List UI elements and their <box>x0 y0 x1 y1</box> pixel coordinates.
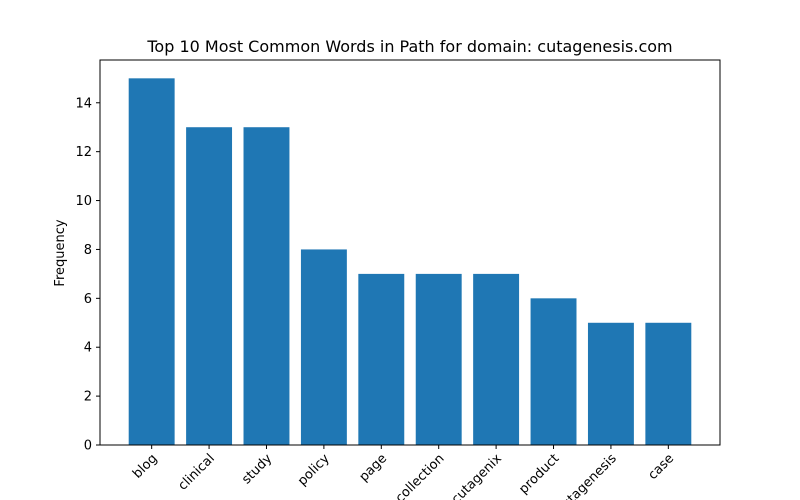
bars-group <box>128 78 692 445</box>
bar-collection <box>415 273 462 445</box>
y-axis-ticks: 0 2 4 6 8 10 12 14 <box>75 96 100 454</box>
y-tick-label: 10 <box>75 194 92 209</box>
bar-page <box>358 273 405 445</box>
y-tick-label: 2 <box>84 390 92 405</box>
bar-product <box>530 298 577 445</box>
bar-cutagenix <box>473 273 520 445</box>
chart-title: Top 10 Most Common Words in Path for dom… <box>146 37 672 56</box>
y-tick-label: 4 <box>84 341 92 356</box>
y-tick-label: 0 <box>84 439 92 454</box>
plot-frame <box>99 59 721 446</box>
bar-study <box>243 127 290 445</box>
bar-cutagenesis <box>587 322 634 445</box>
bar-blog <box>128 78 175 445</box>
y-tick-label: 12 <box>75 145 92 160</box>
bar-case <box>645 322 692 445</box>
y-tick-label: 8 <box>84 243 92 258</box>
y-tick-label: 6 <box>84 292 92 307</box>
y-axis-label: Frequency <box>53 219 68 286</box>
y-tick-label: 14 <box>75 96 92 111</box>
bar-clinical <box>186 127 233 445</box>
bar-policy <box>300 249 347 445</box>
